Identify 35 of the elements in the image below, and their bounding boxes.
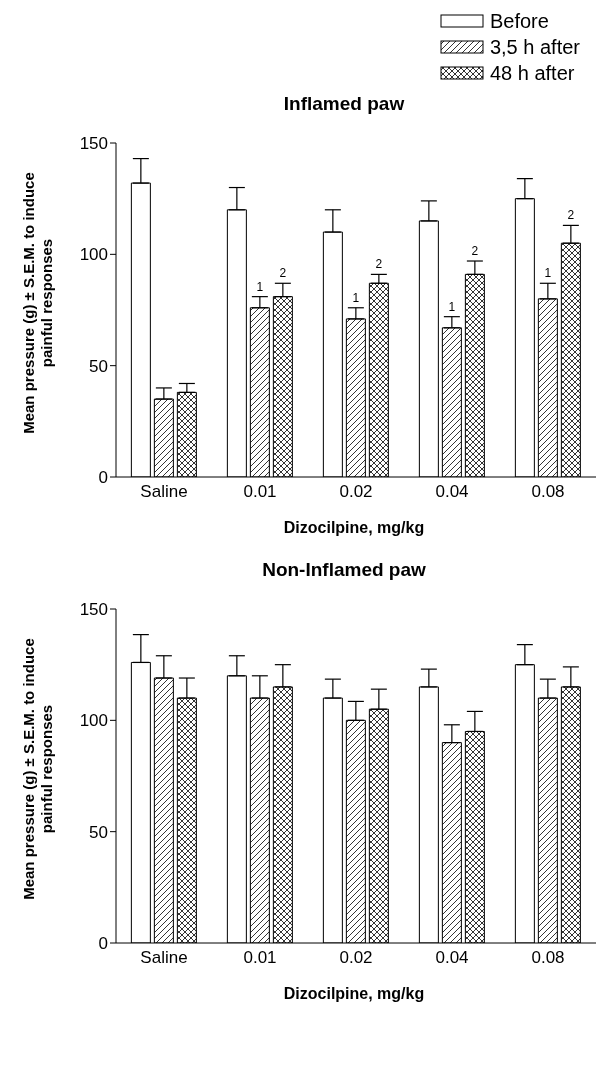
x-tick-label: Saline [140,948,188,968]
y-tick-label: 100 [79,245,108,265]
x-tick-label: Saline [140,482,188,502]
annotation: 1 [352,290,360,305]
x-tick-label: 0.02 [339,482,373,502]
legend-label: 3,5 h after [489,35,580,59]
x-tick-label: 0.08 [531,482,565,502]
annotation: 2 [279,266,287,281]
legend-label: 48 h after [489,61,575,85]
x-tick-label: 0.01 [243,948,277,968]
x-axis-title: Dizocilpine, mg/kg [282,518,426,538]
annotation: 1 [544,266,552,281]
y-tick-label: 150 [79,600,108,620]
annotation: 2 [375,257,383,272]
x-tick-label: 0.02 [339,948,373,968]
x-tick-label: 0.04 [435,482,469,502]
annotation: 1 [448,299,456,314]
x-tick-label: 0.04 [435,948,469,968]
y-tick-label: 0 [98,934,108,954]
legend-label: Before [489,9,549,33]
y-tick-label: 50 [89,822,108,842]
x-tick-label: 0.08 [531,948,565,968]
chart-title: Non-Inflamed paw [261,559,427,582]
annotation: 2 [567,208,575,223]
annotation: 1 [256,279,264,294]
x-axis-title: Dizocilpine, mg/kg [282,984,426,1004]
y-axis-title: Mean pressure (g) ± S.E.M. to induce painful responses [20,171,56,436]
y-axis-title: Mean pressure (g) ± S.E.M. to induce painful responses [20,637,56,902]
y-tick-label: 150 [79,134,108,154]
x-tick-label: 0.01 [243,482,277,502]
y-tick-label: 0 [98,468,108,488]
annotation: 2 [471,244,479,259]
chart-title: Inflamed paw [282,93,406,116]
y-tick-label: 100 [79,711,108,731]
y-tick-label: 50 [89,356,108,376]
